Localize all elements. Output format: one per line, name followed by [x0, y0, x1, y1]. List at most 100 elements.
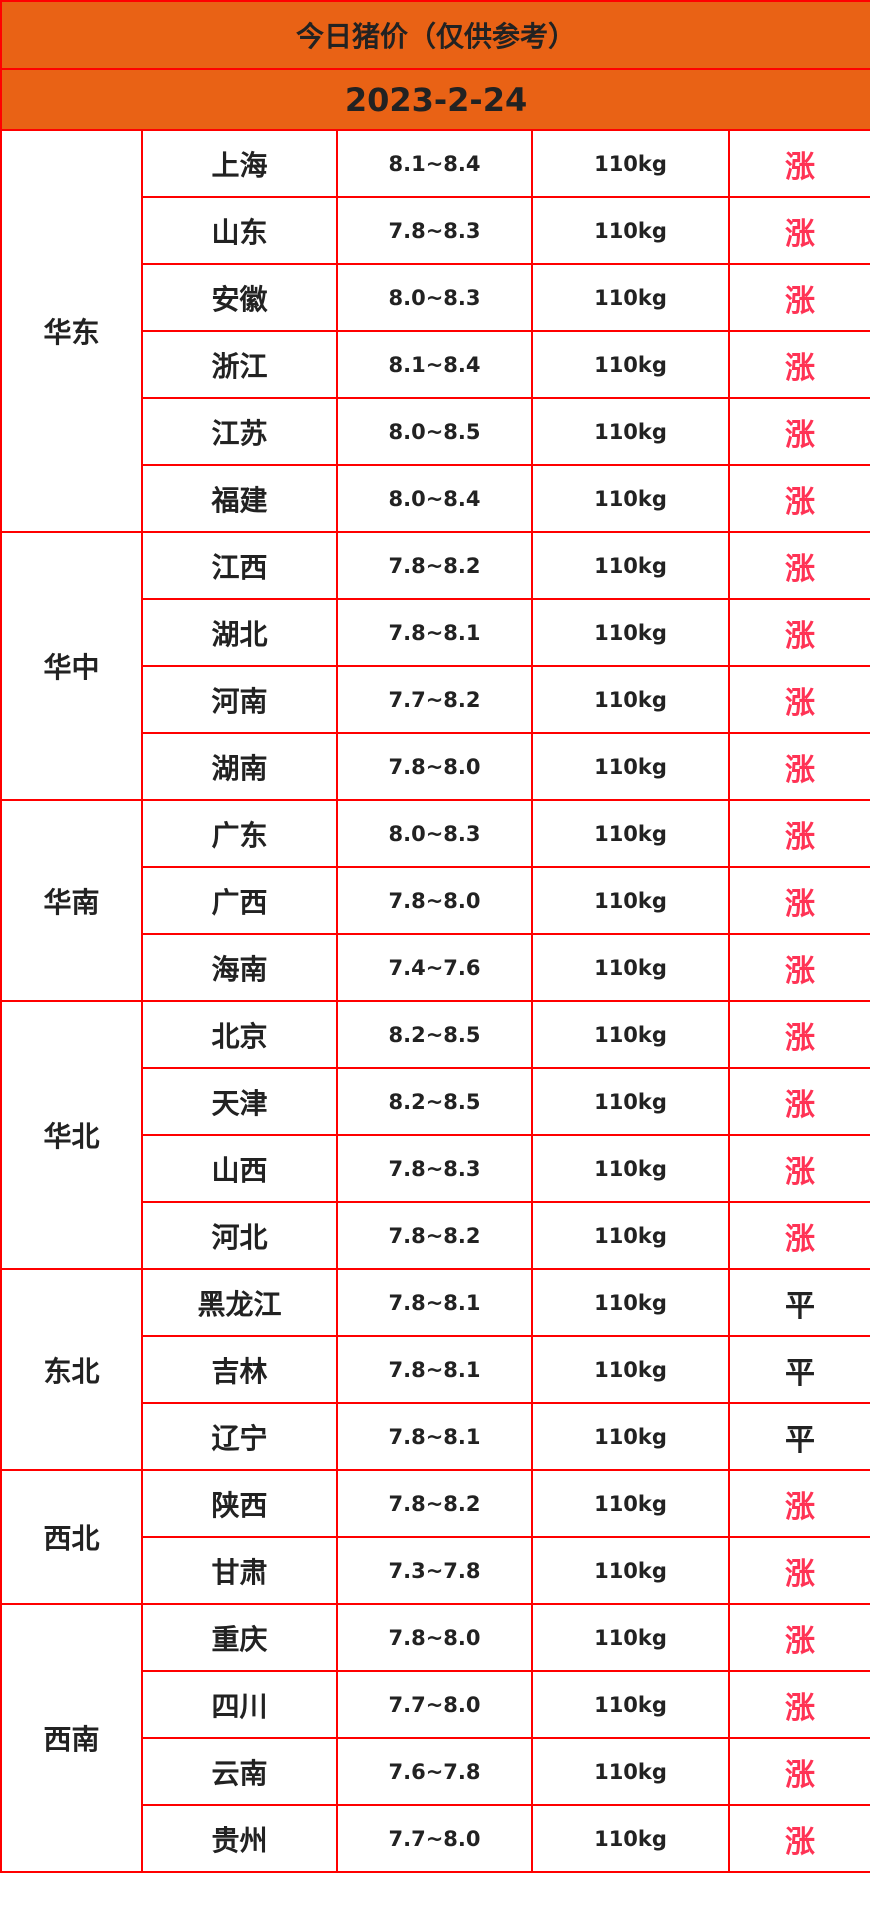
weight-cell: 110kg [531, 1335, 730, 1404]
trend-cell: 涨 [727, 799, 870, 868]
pig-price-table: 今日猪价（仅供参考） 2023-2-24 华东 上海 8.1~8.4 110kg 涨山东… [0, 0, 870, 1873]
province-cell: 江苏 [141, 397, 338, 466]
table-row: 华北 北京 8.2~8.5 110kg 涨 [0, 1000, 870, 1270]
trend-cell: 涨 [727, 598, 870, 667]
province-cell: 陕西 [141, 1469, 338, 1538]
table-row: 广西 7.8~8.0 110kg 涨 [1, 866, 870, 935]
province-cell: 江西 [141, 531, 338, 600]
table-row: 华南 广东 8.0~8.3 110kg 涨 [0, 799, 870, 1002]
province-cell: 甘肃 [141, 1536, 338, 1605]
price-cell: 7.8~8.3 [336, 196, 533, 265]
weight-cell: 110kg [531, 129, 730, 198]
weight-cell: 110kg [531, 1268, 730, 1337]
region-cell: 东北 [0, 1268, 143, 1471]
table-date: 2023-2-24 [0, 68, 870, 131]
trend-cell: 平 [727, 1335, 870, 1404]
table-row: 贵州 7.7~8.0 110kg 涨 [1, 1804, 870, 1873]
province-cell: 海南 [141, 933, 338, 1002]
province-cell: 安徽 [141, 263, 338, 332]
region-cell: 华中 [0, 531, 143, 801]
trend-cell: 涨 [727, 732, 870, 801]
weight-cell: 110kg [531, 1402, 730, 1471]
price-cell: 7.8~8.1 [336, 1402, 533, 1471]
weight-cell: 110kg [531, 263, 730, 332]
province-cell: 贵州 [141, 1804, 338, 1873]
trend-cell: 涨 [727, 1067, 870, 1136]
table-row: 西北 陕西 7.8~8.2 110kg 涨 [0, 1469, 870, 1605]
province-cell: 重庆 [141, 1603, 338, 1672]
trend-cell: 涨 [727, 531, 870, 600]
province-cell: 湖南 [141, 732, 338, 801]
table-row: 四川 7.7~8.0 110kg 涨 [1, 1670, 870, 1739]
price-cell: 7.8~8.3 [336, 1134, 533, 1203]
weight-cell: 110kg [531, 933, 730, 1002]
price-cell: 7.8~8.1 [336, 598, 533, 667]
province-cell: 湖北 [141, 598, 338, 667]
table-row: 辽宁 7.8~8.1 110kg 平 [1, 1402, 870, 1471]
table-row: 湖北 7.8~8.1 110kg 涨 [1, 598, 870, 667]
table-row: 河北 7.8~8.2 110kg 涨 [1, 1201, 870, 1270]
table-row: 江苏 8.0~8.5 110kg 涨 [1, 397, 870, 466]
table-row: 安徽 8.0~8.3 110kg 涨 [1, 263, 870, 332]
province-cell: 黑龙江 [141, 1268, 338, 1337]
trend-cell: 涨 [727, 1804, 870, 1873]
table-row: 福建 8.0~8.4 110kg 涨 [1, 464, 870, 533]
region-cell: 西南 [0, 1603, 143, 1873]
price-cell: 7.8~8.0 [336, 866, 533, 935]
province-cell: 四川 [141, 1670, 338, 1739]
province-cell: 天津 [141, 1067, 338, 1136]
trend-cell: 涨 [727, 1536, 870, 1605]
weight-cell: 110kg [531, 1603, 730, 1672]
price-cell: 7.6~7.8 [336, 1737, 533, 1806]
province-cell: 吉林 [141, 1335, 338, 1404]
province-cell: 山西 [141, 1134, 338, 1203]
price-cell: 7.8~8.2 [336, 1201, 533, 1270]
weight-cell: 110kg [531, 1469, 730, 1538]
weight-cell: 110kg [531, 1536, 730, 1605]
weight-cell: 110kg [531, 866, 730, 935]
province-cell: 浙江 [141, 330, 338, 399]
weight-cell: 110kg [531, 1804, 730, 1873]
table-row: 海南 7.4~7.6 110kg 涨 [1, 933, 870, 1002]
price-cell: 7.8~8.0 [336, 1603, 533, 1672]
trend-cell: 涨 [727, 1737, 870, 1806]
price-cell: 7.8~8.2 [336, 531, 533, 600]
trend-cell: 平 [727, 1268, 870, 1337]
province-cell: 福建 [141, 464, 338, 533]
weight-cell: 110kg [531, 464, 730, 533]
weight-cell: 110kg [531, 1737, 730, 1806]
trend-cell: 涨 [727, 1670, 870, 1739]
weight-cell: 110kg [531, 1201, 730, 1270]
price-cell: 7.7~8.0 [336, 1670, 533, 1739]
weight-cell: 110kg [531, 196, 730, 265]
table-row: 东北 黑龙江 7.8~8.1 110kg 平 [0, 1268, 870, 1471]
trend-cell: 涨 [727, 1134, 870, 1203]
trend-cell: 涨 [727, 866, 870, 935]
province-cell: 河南 [141, 665, 338, 734]
table-row: 华东 上海 8.1~8.4 110kg 涨 [0, 129, 870, 533]
trend-cell: 涨 [727, 1469, 870, 1538]
trend-cell: 涨 [727, 1000, 870, 1069]
trend-cell: 涨 [727, 397, 870, 466]
region-cell: 西北 [0, 1469, 143, 1605]
trend-cell: 涨 [727, 1201, 870, 1270]
province-cell: 云南 [141, 1737, 338, 1806]
table-row: 云南 7.6~7.8 110kg 涨 [1, 1737, 870, 1806]
price-cell: 8.1~8.4 [336, 129, 533, 198]
price-cell: 7.7~8.0 [336, 1804, 533, 1873]
trend-cell: 涨 [727, 933, 870, 1002]
province-cell: 上海 [141, 129, 338, 198]
weight-cell: 110kg [531, 665, 730, 734]
weight-cell: 110kg [531, 1000, 730, 1069]
weight-cell: 110kg [531, 397, 730, 466]
table-row: 甘肃 7.3~7.8 110kg 涨 [1, 1536, 870, 1605]
weight-cell: 110kg [531, 799, 730, 868]
table-row: 浙江 8.1~8.4 110kg 涨 [1, 330, 870, 399]
weight-cell: 110kg [531, 531, 730, 600]
trend-cell: 平 [727, 1402, 870, 1471]
price-cell: 7.8~8.1 [336, 1335, 533, 1404]
price-cell: 7.8~8.1 [336, 1268, 533, 1337]
price-cell: 8.2~8.5 [336, 1000, 533, 1069]
price-cell: 7.8~8.2 [336, 1469, 533, 1538]
price-cell: 8.1~8.4 [336, 330, 533, 399]
